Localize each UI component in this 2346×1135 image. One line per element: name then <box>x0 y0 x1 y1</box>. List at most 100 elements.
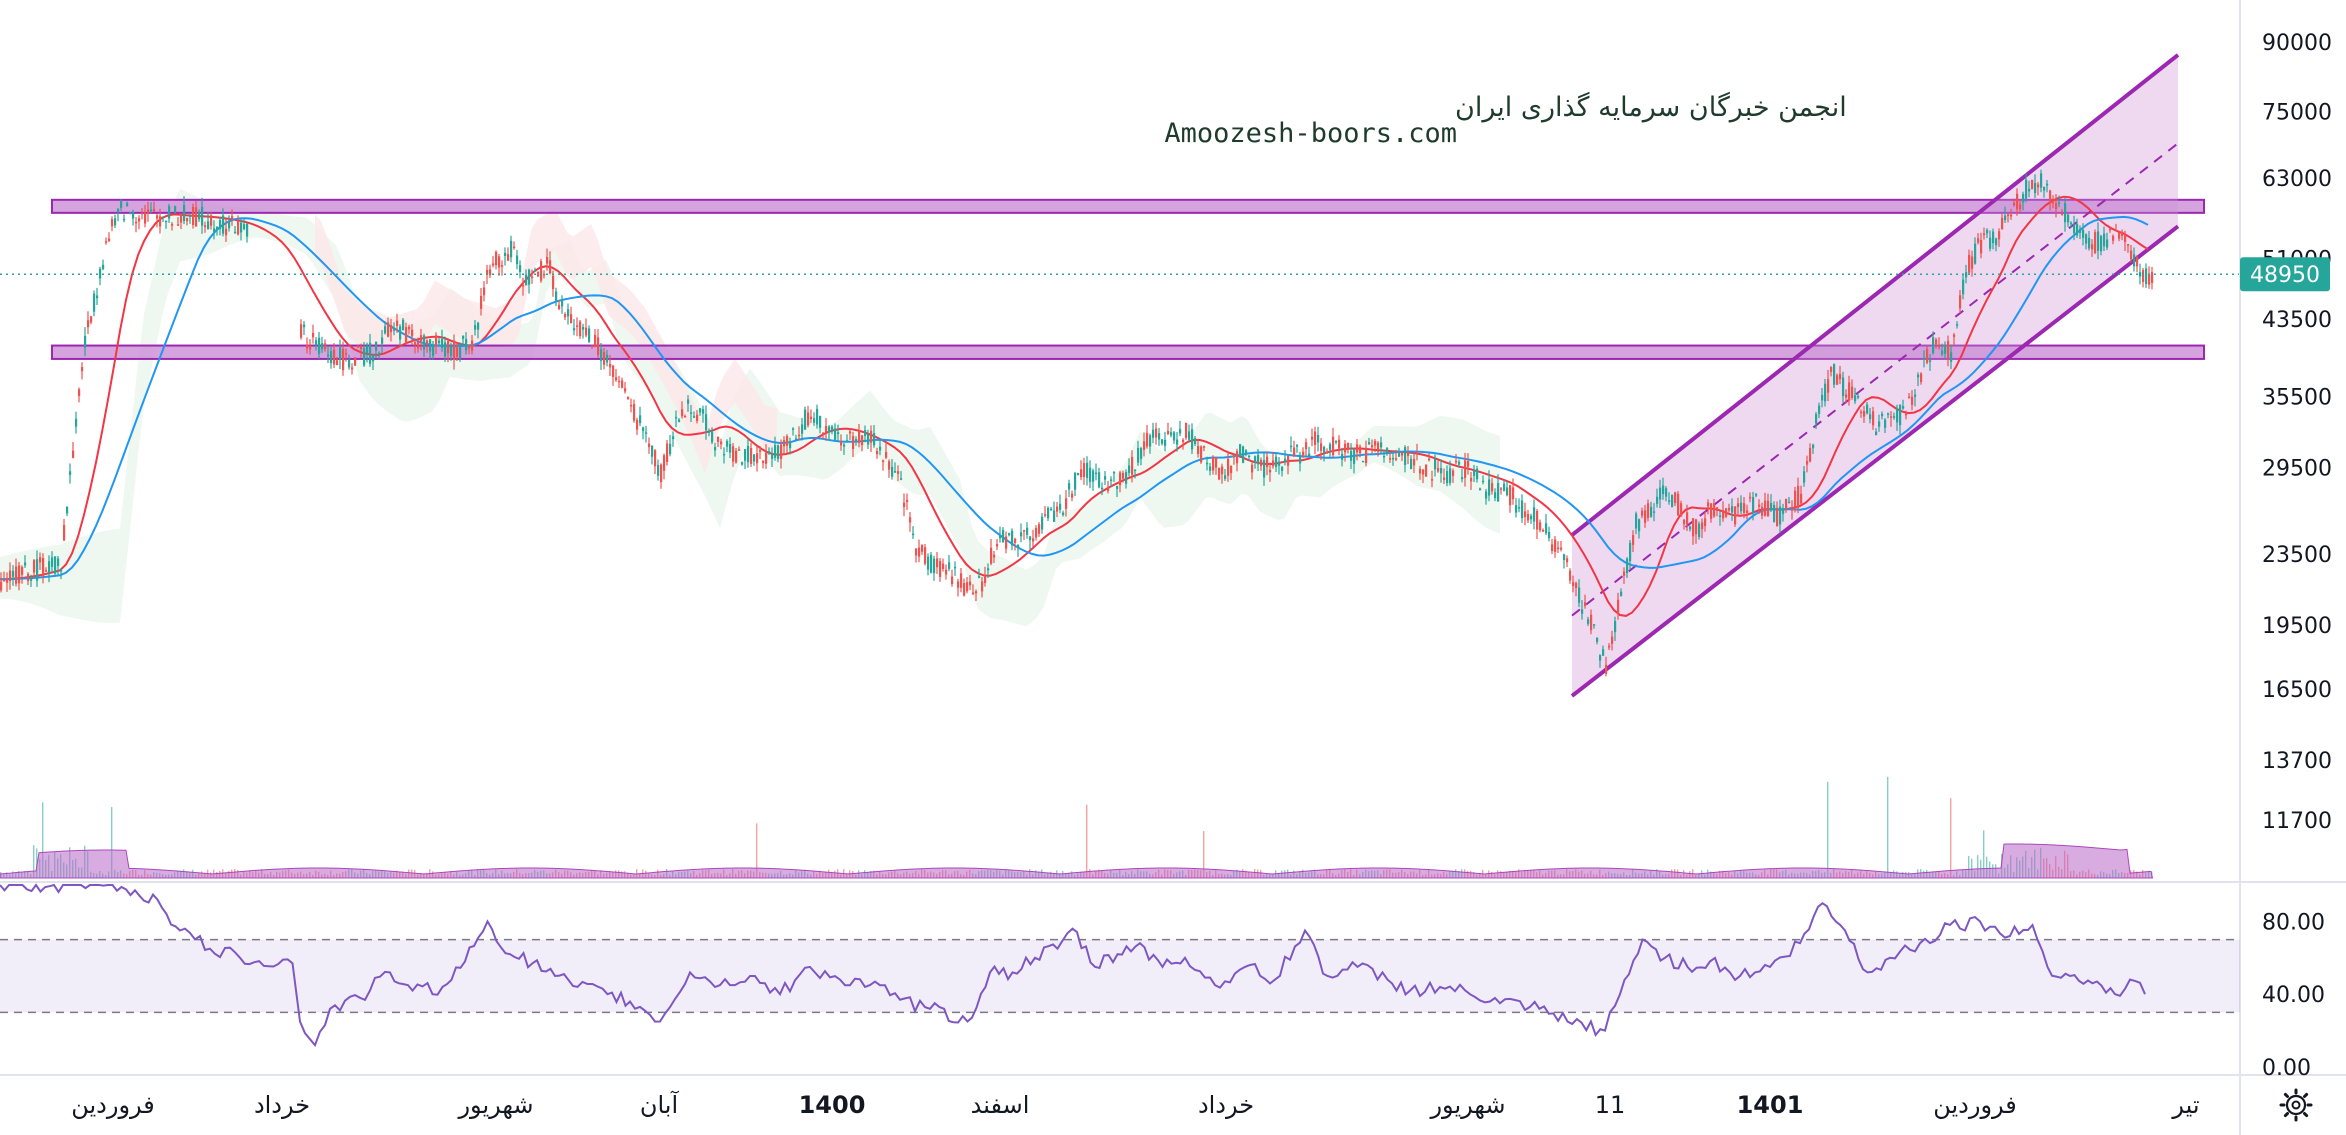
candle-body <box>12 570 15 577</box>
candle-body <box>903 502 906 507</box>
volume-profile-area <box>0 843 2154 879</box>
candle-body <box>1545 523 1548 534</box>
rsi-line <box>0 883 2146 1048</box>
rsi-tick-label: 80.00 <box>2262 910 2325 935</box>
candle-body <box>231 216 234 219</box>
candle-body <box>1212 457 1215 471</box>
candle-body <box>1848 382 1851 401</box>
candle-body <box>1356 444 1359 453</box>
candle-body <box>852 436 855 450</box>
candle-body <box>42 557 45 577</box>
candle-body <box>1275 456 1278 468</box>
candle-body <box>1182 439 1185 443</box>
candle-body <box>594 334 597 347</box>
candle-body <box>732 446 735 462</box>
price-axis[interactable]: 9000075000630005100043500355002950023500… <box>2262 31 2332 834</box>
candle-body <box>1515 505 1518 513</box>
candle-body <box>1758 504 1761 507</box>
candle-body <box>1284 458 1287 462</box>
candle-body <box>363 348 366 366</box>
channel-lower-line[interactable] <box>1570 224 2180 698</box>
candle-body <box>765 452 768 464</box>
candle-body <box>2088 237 2091 249</box>
candle-body <box>1320 443 1323 451</box>
gear-icon[interactable] <box>2279 1088 2313 1122</box>
rsi-band <box>0 939 2240 1013</box>
candle-body <box>1263 460 1266 478</box>
candle-body <box>1956 324 1959 326</box>
candle-body <box>1383 455 1386 458</box>
candle-body <box>1623 571 1626 576</box>
candle-body <box>840 441 843 446</box>
candle-body <box>1116 486 1119 489</box>
candle-body <box>1143 441 1146 450</box>
candle-body <box>1437 467 1440 472</box>
last-price-label: 48950 <box>2250 263 2320 288</box>
candle-body <box>1299 454 1302 464</box>
candle-body <box>522 284 525 287</box>
candle-body <box>1257 455 1260 465</box>
candle-body <box>1869 414 1872 420</box>
time-tick-label: 11 <box>1595 1091 1626 1119</box>
candle-body <box>912 533 915 536</box>
candle-body <box>63 525 66 541</box>
candle-body <box>1812 444 1815 449</box>
candle-body <box>1518 507 1521 509</box>
candle-body <box>534 270 537 272</box>
volume-bar <box>1971 858 1973 878</box>
candle-body <box>804 409 807 430</box>
candle-body <box>1485 491 1488 499</box>
candle-body <box>159 216 162 227</box>
volume-bar <box>1950 798 1952 878</box>
candle-body <box>1719 515 1722 517</box>
price-tick-label: 75000 <box>2262 101 2332 126</box>
candle-body <box>1155 428 1158 438</box>
time-axis[interactable]: فروردین خرداد شهریور آبان 1400 اسفند خرداد شهری… <box>71 1090 2199 1119</box>
candle-body <box>798 434 801 437</box>
candle-body <box>75 418 78 427</box>
candle-body <box>861 435 864 446</box>
price-zone[interactable] <box>51 198 2205 214</box>
candle-body <box>600 349 603 361</box>
price-zone[interactable] <box>51 344 2205 360</box>
candle-body <box>615 377 618 381</box>
candle-body <box>675 416 678 419</box>
support-resistance-zones[interactable] <box>51 198 2205 360</box>
candle-body <box>1395 458 1398 460</box>
candle-body <box>939 561 942 577</box>
candle-body <box>1860 411 1863 414</box>
candle-body <box>171 223 174 226</box>
candle-body <box>1200 446 1203 463</box>
channel-upper-line[interactable] <box>1570 53 2180 537</box>
candle-body <box>1101 487 1104 490</box>
candle-body <box>846 440 849 442</box>
cloud-area <box>315 207 777 474</box>
candle-body <box>750 448 753 464</box>
candle-body <box>57 558 60 566</box>
candle-body <box>1218 467 1221 480</box>
candle-body <box>1593 624 1596 626</box>
candle-body <box>2076 224 2079 236</box>
candle-body <box>1506 487 1509 496</box>
candle-body <box>1713 503 1716 517</box>
candle-body <box>1788 501 1791 504</box>
candle-body <box>540 261 543 281</box>
candle-body <box>1134 469 1137 471</box>
candle-body <box>1098 472 1101 488</box>
candle-body <box>1938 345 1941 348</box>
candle-body <box>1806 461 1809 465</box>
price-tick-label: 29500 <box>2262 456 2332 481</box>
time-tick-label: اسفند <box>971 1091 1030 1119</box>
ascending-channel[interactable] <box>1570 53 2180 698</box>
candle-body <box>1374 441 1377 446</box>
candle-body <box>1266 456 1269 468</box>
moving-average-slow <box>0 215 2149 581</box>
candle-body <box>1971 256 1974 269</box>
candle-body <box>510 240 513 258</box>
candle-body <box>1104 476 1107 480</box>
candle-body <box>1338 439 1341 449</box>
candle-body <box>2010 214 2013 217</box>
candle-body <box>735 450 738 463</box>
candle-body <box>888 461 891 470</box>
